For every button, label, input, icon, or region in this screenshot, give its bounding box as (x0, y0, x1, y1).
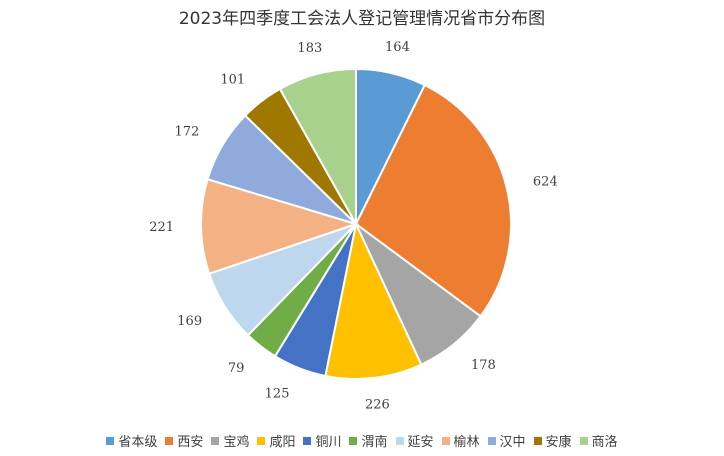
legend-swatch (303, 436, 312, 445)
legend-label: 安康 (545, 435, 572, 450)
legend-label: 咸阳 (269, 435, 296, 450)
data-label-咸阳: 226 (365, 398, 390, 413)
legend-item-汉中: 汉中 (487, 431, 526, 450)
data-label-延安: 169 (177, 314, 202, 329)
legend-swatch (395, 436, 404, 445)
pie-slice-榆林 (200, 178, 360, 275)
legend-label: 榆林 (453, 435, 480, 450)
chart-legend: 省本级 西安 宝鸡 咸阳 铜川 渭南 延安 榆林 汉中 安康 商洛 (0, 431, 724, 450)
legend-swatch (487, 436, 496, 445)
legend-swatch (533, 436, 542, 445)
legend-item-榆林: 榆林 (441, 431, 480, 450)
data-label-铜川: 125 (265, 386, 290, 401)
legend-swatch (579, 436, 588, 445)
legend-item-安康: 安康 (533, 431, 572, 450)
legend-item-宝鸡: 宝鸡 (211, 431, 249, 450)
data-label-汉中: 172 (175, 124, 200, 139)
data-label-榆林: 221 (149, 220, 174, 235)
legend-label: 渭南 (361, 435, 388, 450)
pie-slice-商洛 (278, 67, 357, 228)
legend-label: 延安 (407, 435, 434, 450)
data-label-省本级: 164 (385, 40, 410, 55)
legend-item-咸阳: 咸阳 (257, 431, 295, 450)
legend-label: 西安 (177, 435, 204, 450)
data-label-安康: 101 (220, 73, 245, 88)
legend-swatch (106, 436, 115, 445)
legend-label: 汉中 (499, 435, 526, 450)
legend-label: 省本级 (118, 435, 158, 450)
legend-item-商洛: 商洛 (579, 431, 618, 450)
legend-swatch (441, 436, 450, 445)
legend-label: 宝鸡 (223, 435, 250, 450)
legend-item-省本级: 省本级 (106, 431, 157, 450)
legend-item-西安: 西安 (165, 431, 203, 450)
legend-item-渭南: 渭南 (349, 431, 388, 450)
chart-title: 2023年四季度工会法人登记管理情况省市分布图 (178, 9, 546, 29)
pie-slice-咸阳 (324, 220, 423, 380)
data-label-商洛: 183 (297, 41, 322, 56)
legend-swatch (211, 436, 220, 445)
legend-label: 铜川 (315, 435, 342, 450)
data-label-西安: 624 (533, 174, 558, 189)
pie-slice-西安 (354, 83, 512, 318)
legend-item-延安: 延安 (395, 431, 434, 450)
legend-label: 商洛 (591, 435, 618, 450)
legend-swatch (349, 436, 358, 445)
legend-item-铜川: 铜川 (303, 431, 341, 450)
data-label-宝鸡: 178 (471, 358, 496, 373)
legend-swatch (257, 436, 266, 445)
legend-swatch (165, 436, 174, 445)
data-label-渭南: 79 (228, 361, 245, 376)
